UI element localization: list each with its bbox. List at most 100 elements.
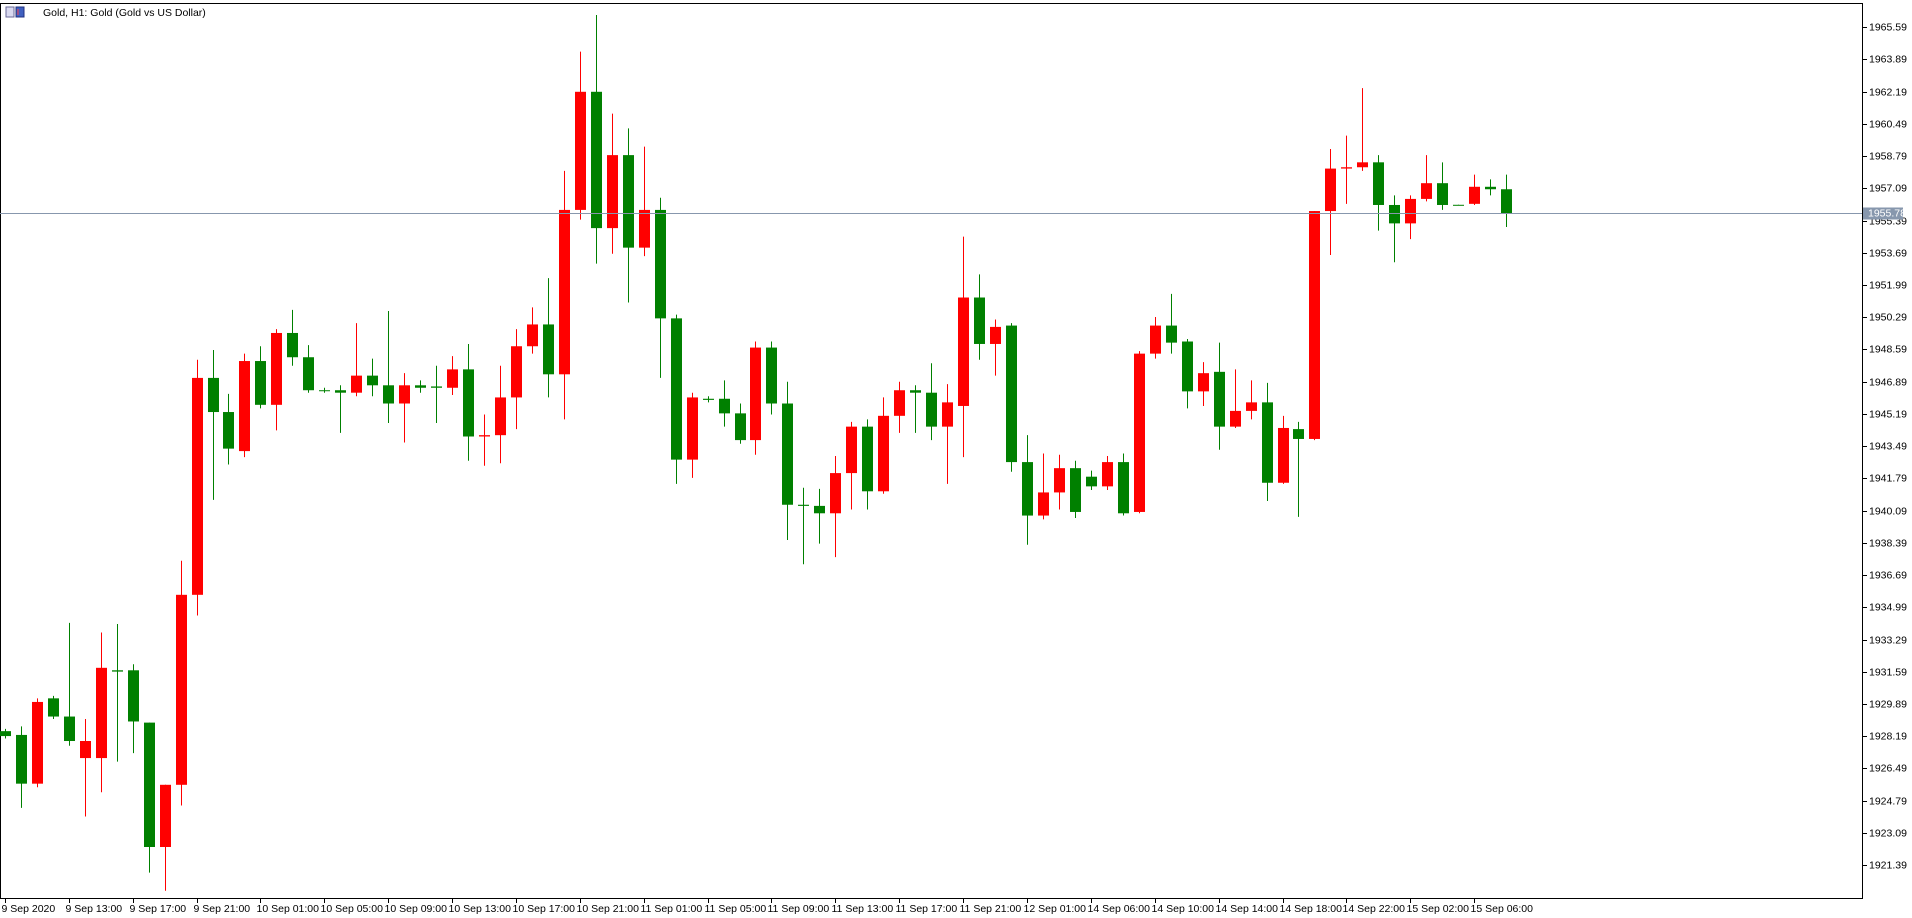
candle-body [160,784,171,847]
x-tick-label: 9 Sep 13:00 [66,903,123,915]
candle-body [1357,162,1368,168]
y-tick-label: 1962.19 [1869,86,1907,98]
candle-body [1102,462,1113,487]
candle-body [1150,325,1161,354]
candle-body [575,91,586,210]
x-tick-label: 11 Sep 21:00 [960,903,1022,915]
y-tick-label: 1938.39 [1869,537,1907,549]
x-tick-label: 11 Sep 17:00 [896,903,958,915]
candle-body [1006,325,1017,463]
y-tick-label: 1957.09 [1869,182,1907,194]
x-tick-label: 9 Sep 17:00 [130,903,187,915]
candle-body [527,324,538,347]
candle-body [830,473,841,514]
candle-body [559,209,570,375]
y-tick-label: 1933.29 [1869,634,1907,646]
y-tick-label: 1945.19 [1869,408,1907,420]
candle-body [1118,462,1129,514]
current-price-box [1863,207,1903,220]
candle-body [862,426,873,492]
candle-body [1373,162,1384,205]
candle-body [144,722,155,847]
candle-body [1501,189,1512,214]
candle-body [479,435,490,437]
candle-body [926,392,937,427]
candle-body [1166,325,1177,343]
candle-body [846,426,857,474]
y-tick-label: 1929.89 [1869,698,1907,710]
x-tick-label: 10 Sep 13:00 [449,903,512,915]
candle-body [671,318,682,460]
candle-body [48,698,59,717]
x-tick-label: 12 Sep 01:00 [1024,903,1087,915]
candle-body [192,377,203,595]
icon-part [5,6,15,18]
x-tick-label: 9 Sep 21:00 [194,903,251,915]
y-tick-label: 1936.69 [1869,569,1907,581]
candle-body [1262,402,1273,483]
candle-body [942,402,953,427]
x-tick-label: 14 Sep 22:00 [1343,903,1406,915]
candle-body [623,155,634,248]
candle-body [703,398,714,400]
candle-body [128,670,139,722]
candle-body [80,741,91,759]
y-tick-label: 1924.79 [1869,795,1907,807]
x-tick-label: 10 Sep 09:00 [385,903,448,915]
candle-body [303,357,314,391]
candle-body [415,385,426,388]
x-tick-label: 14 Sep 10:00 [1152,903,1215,915]
candle-body [990,326,1001,344]
candle-body [16,734,27,784]
candle-body [1214,371,1225,427]
candle-body [1278,427,1289,483]
candle-body [223,412,234,449]
candle-body [958,297,969,406]
candle-body [495,397,506,436]
y-tick-label: 1960.49 [1869,118,1907,130]
candle-body [607,155,618,229]
title-icon [5,6,25,18]
candle-body [383,385,394,404]
candle-body [1453,204,1464,206]
y-tick-label: 1953.69 [1869,247,1907,259]
x-tick-label: 11 Sep 05:00 [705,903,767,915]
x-tick-label: 11 Sep 01:00 [641,903,703,915]
candle-body [447,369,458,388]
x-tick-label: 11 Sep 09:00 [768,903,830,915]
current-price-label: 1955.78 [1868,207,1906,219]
candle-body [1485,186,1496,190]
x-tick-label: 14 Sep 18:00 [1280,903,1343,915]
candle-body [1230,410,1241,427]
candle-body [591,91,602,229]
candle-body [1325,168,1336,212]
candle-body [112,670,123,672]
candle-body [798,504,809,506]
candle-body [1405,198,1416,224]
x-tick-label: 14 Sep 14:00 [1216,903,1279,915]
candle-body [766,347,777,404]
candle-body [1246,402,1257,411]
candle-body [750,347,761,441]
candle-body [1437,183,1448,205]
y-tick-label: 1963.89 [1869,53,1907,65]
candle-body [1421,183,1432,199]
y-tick-label: 1951.99 [1869,279,1907,291]
y-tick-label: 1934.99 [1869,601,1907,613]
candle-body [1389,204,1400,224]
x-tick-label: 10 Sep 01:00 [257,903,320,915]
candle-body [1469,186,1480,204]
x-tick-label: 15 Sep 06:00 [1471,903,1534,915]
candle-body [319,390,330,392]
chart-title: Gold, H1: Gold (Gold vs US Dollar) [43,7,206,19]
candle-body [878,415,889,492]
candle-body [735,413,746,441]
y-tick-label: 1940.09 [1869,505,1907,517]
candle-body [32,701,43,784]
x-tick-label: 10 Sep 21:00 [577,903,640,915]
x-tick-label: 15 Sep 02:00 [1407,903,1470,915]
candle-body [910,390,921,393]
candle-body [1198,373,1209,392]
